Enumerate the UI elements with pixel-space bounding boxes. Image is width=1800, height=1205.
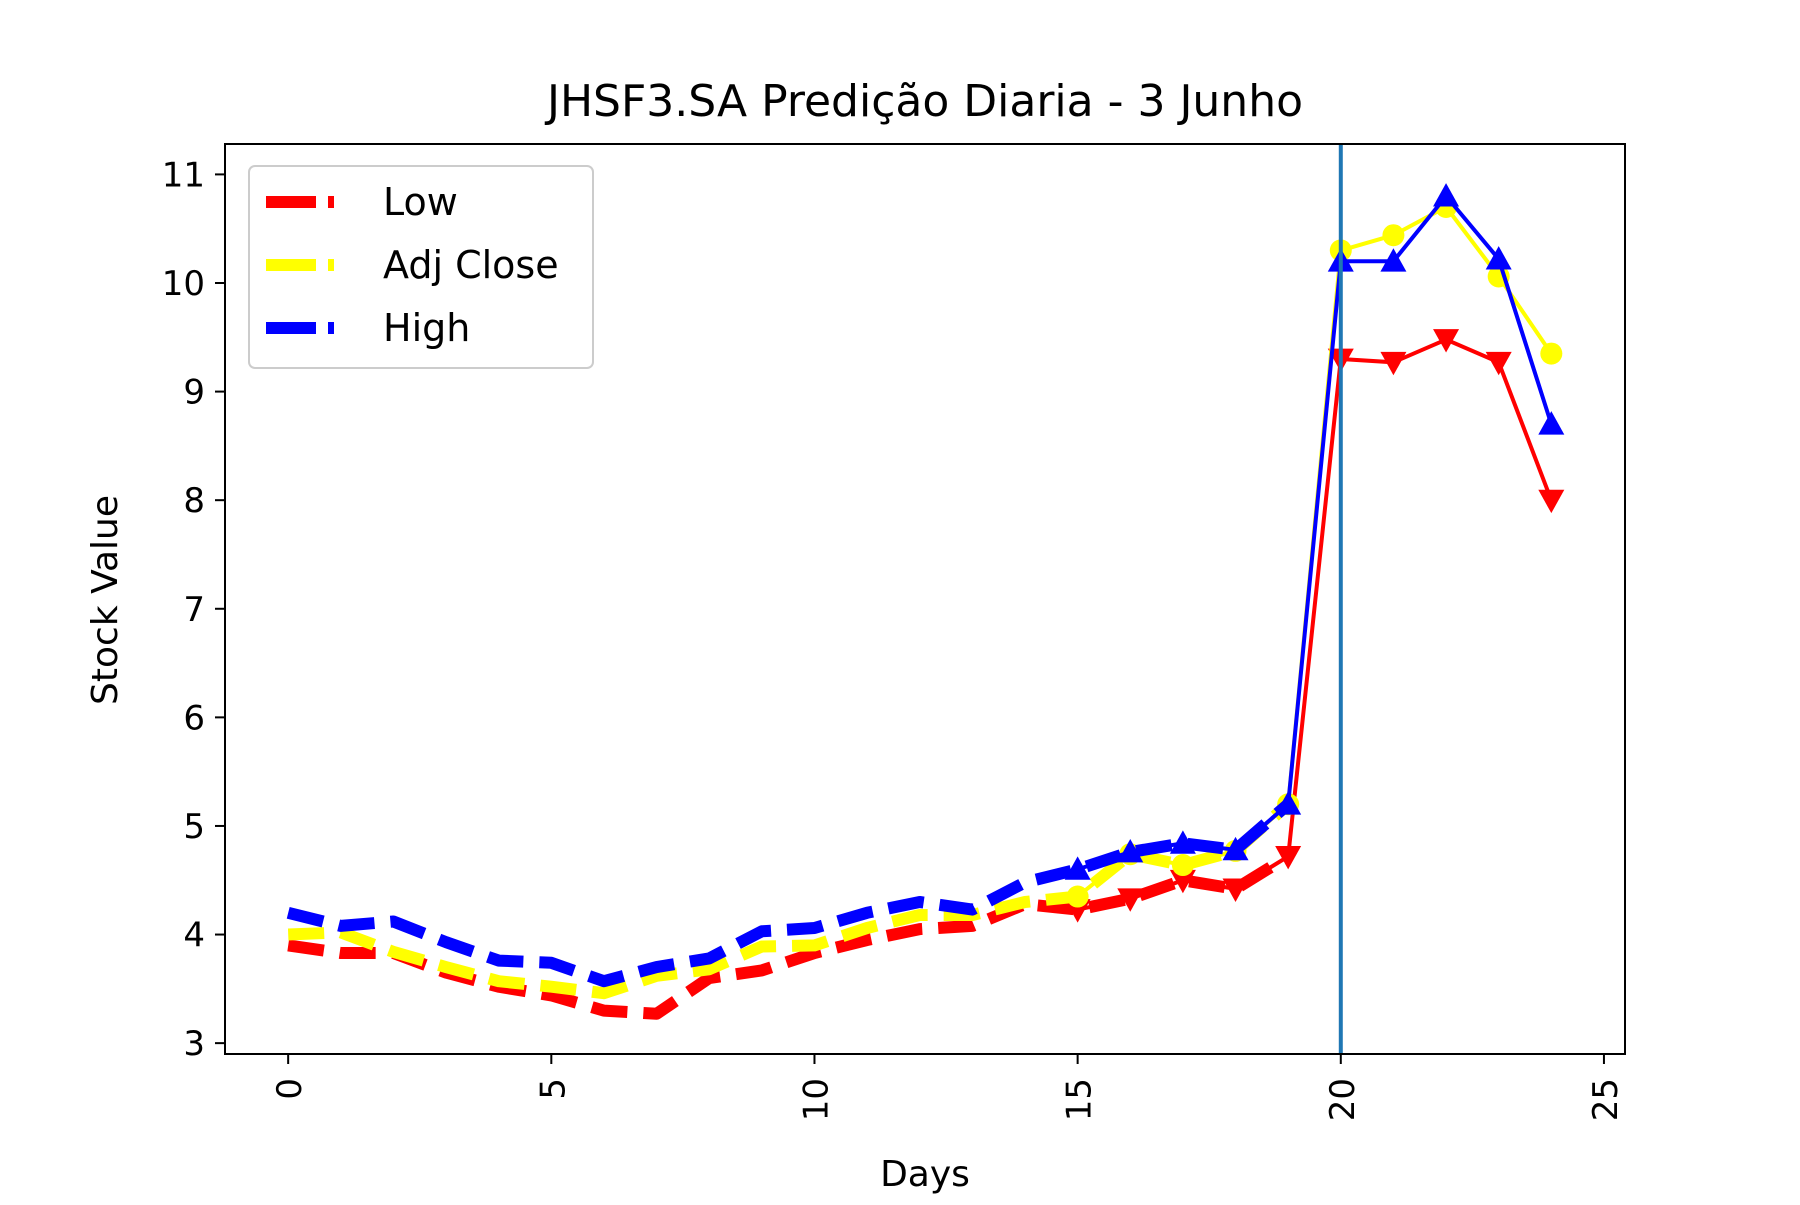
series-low-fitted-point: [1222, 878, 1249, 902]
y-tick-label: 5: [183, 807, 205, 847]
y-tick-label: 3: [183, 1024, 205, 1064]
series-low-fitted-point: [1275, 845, 1302, 870]
series-adj-close-history-line: [287, 799, 1293, 1000]
x-axis-label: Days: [880, 1154, 970, 1195]
legend-label-low: Low: [383, 180, 458, 224]
y-tick-label: 4: [183, 916, 205, 956]
series-low-fitted-line: [1077, 358, 1343, 912]
series-high-forecast-point: [1538, 411, 1565, 435]
chart-title: JHSF3.SA Predição Diaria - 3 Junho: [544, 76, 1303, 127]
series-high-fitted-point: [1169, 830, 1196, 854]
plot-area: [286, 144, 1565, 1054]
x-tick-label: 15: [1060, 1078, 1100, 1121]
series-adj-close-forecast-point: [1382, 224, 1405, 247]
series-high-forecast-point: [1433, 183, 1460, 207]
series-high: [286, 183, 1565, 988]
series-high-forecast-point: [1485, 246, 1512, 270]
x-axis: 0 5 10 15 20 25: [270, 1054, 1626, 1121]
series-high-fitted-point: [1222, 836, 1249, 861]
y-axis: 3 4 5 6 7 8 9 10 11: [162, 155, 225, 1064]
series-adj-close-fitted-point: [1171, 854, 1194, 877]
series-low-fitted-point: [1117, 888, 1144, 912]
y-tick-label: 10: [162, 264, 205, 304]
series-adj-close-fitted-point: [1066, 885, 1089, 908]
series-high-fitted-point: [1275, 791, 1302, 815]
series-low-forecast-point: [1380, 351, 1407, 376]
x-tick-label: 10: [796, 1078, 836, 1121]
legend-box: [248, 165, 594, 369]
y-axis-label: Stock Value: [85, 495, 126, 705]
series-high-history-line: [286, 799, 1293, 988]
y-tick-label: 9: [183, 373, 205, 413]
series-adj-close-forecast-point: [1540, 342, 1563, 365]
y-tick-label: 8: [183, 481, 205, 521]
x-tick-label: 0: [270, 1078, 310, 1100]
legend-label-adj-close: Adj Close: [383, 243, 559, 287]
axes-frame: [224, 143, 1626, 1055]
legend-label-high: High: [383, 306, 470, 350]
y-tick-label: 7: [183, 590, 205, 630]
x-tick-label: 25: [1586, 1078, 1626, 1121]
series-low-forecast-point: [1538, 489, 1565, 514]
series-high-fitted-point: [1117, 839, 1144, 863]
series-low-forecast-point: [1485, 351, 1512, 376]
y-tick-label: 11: [162, 155, 205, 195]
y-tick-label: 6: [183, 698, 205, 738]
x-tick-label: 20: [1323, 1078, 1363, 1121]
series-high-forecast-point: [1380, 248, 1407, 272]
series-high-fitted-point: [1064, 856, 1091, 880]
x-tick-label: 5: [533, 1078, 573, 1100]
legend: Low Adj Close High: [248, 165, 594, 369]
series-low-forecast-point: [1433, 329, 1460, 353]
series-low-fitted-point: [1169, 869, 1196, 894]
